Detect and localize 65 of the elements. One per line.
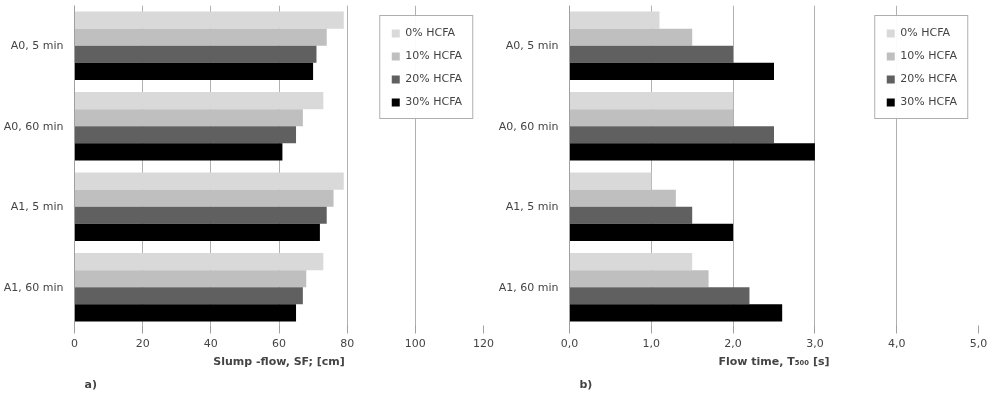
legend-label: 10% HCFA [405, 49, 462, 62]
x-tick-label: 60 [272, 336, 286, 350]
y-tick-label: A0, 5 min [10, 39, 64, 53]
bar [569, 62, 774, 80]
bar [74, 92, 324, 110]
y-tick-label: A0, 60 min [498, 119, 559, 133]
bar [74, 172, 344, 190]
x-tick-label: 4,0 [887, 336, 906, 350]
bar [74, 28, 327, 46]
y-tick-label: A0, 5 min [505, 39, 559, 53]
bar [569, 287, 750, 305]
x-tick-label: 120 [473, 336, 494, 350]
y-tick-label: A1, 5 min [10, 200, 64, 214]
x-axis-title: Flow time, T₅₀₀ [s] [718, 354, 830, 368]
x-tick-label: 1,0 [642, 336, 661, 350]
x-tick-label: 20 [135, 336, 150, 350]
x-tick-label: 0,0 [560, 336, 579, 350]
legend-label: 10% HCFA [900, 49, 957, 62]
bar [74, 304, 297, 322]
x-tick-label: 80 [340, 336, 355, 350]
x-tick-label: 2,0 [724, 336, 742, 350]
x-tick-label: 100 [404, 336, 426, 350]
bar [569, 92, 734, 110]
x-tick-label: 5,0 [969, 336, 988, 350]
x-tick-label: 40 [203, 336, 218, 350]
text: b) [579, 377, 593, 391]
bar [74, 189, 334, 207]
bar [74, 126, 297, 144]
bar [569, 270, 709, 288]
bar [569, 126, 774, 144]
x-axis-title: Slump -flow, SF; [cm] [213, 354, 345, 368]
x-tick-label: 3,0 [806, 336, 824, 350]
y-tick-label: A1, 60 min [498, 280, 559, 294]
legend-label: 0% HCFA [900, 26, 950, 39]
legend-label: 20% HCFA [405, 72, 462, 85]
legend-label: 20% HCFA [900, 72, 957, 85]
bar [569, 206, 693, 224]
y-tick-label: A1, 5 min [505, 200, 559, 214]
bar [569, 223, 734, 241]
legend-label: 30% HCFA [900, 95, 957, 108]
x-tick-label: 0 [71, 336, 78, 350]
bar [74, 287, 303, 305]
bar [74, 62, 314, 80]
bar [74, 253, 324, 271]
bar [74, 109, 303, 127]
bar [569, 143, 815, 161]
legend-label: 0% HCFA [405, 26, 455, 39]
bar [74, 270, 307, 288]
y-tick-label: A0, 60 min [3, 119, 64, 133]
bar [74, 143, 283, 161]
bar [569, 28, 693, 46]
bar [569, 253, 693, 271]
bar [569, 304, 783, 322]
bar [569, 172, 652, 190]
y-tick-label: A1, 60 min [3, 280, 64, 294]
bar [74, 11, 344, 29]
bar [74, 223, 320, 241]
text: a) [84, 377, 97, 391]
bar [569, 189, 676, 207]
bar [569, 109, 734, 127]
bar [569, 45, 734, 63]
bar [74, 45, 317, 63]
bar [569, 11, 660, 29]
legend-label: 30% HCFA [405, 95, 462, 108]
bar [74, 206, 327, 224]
